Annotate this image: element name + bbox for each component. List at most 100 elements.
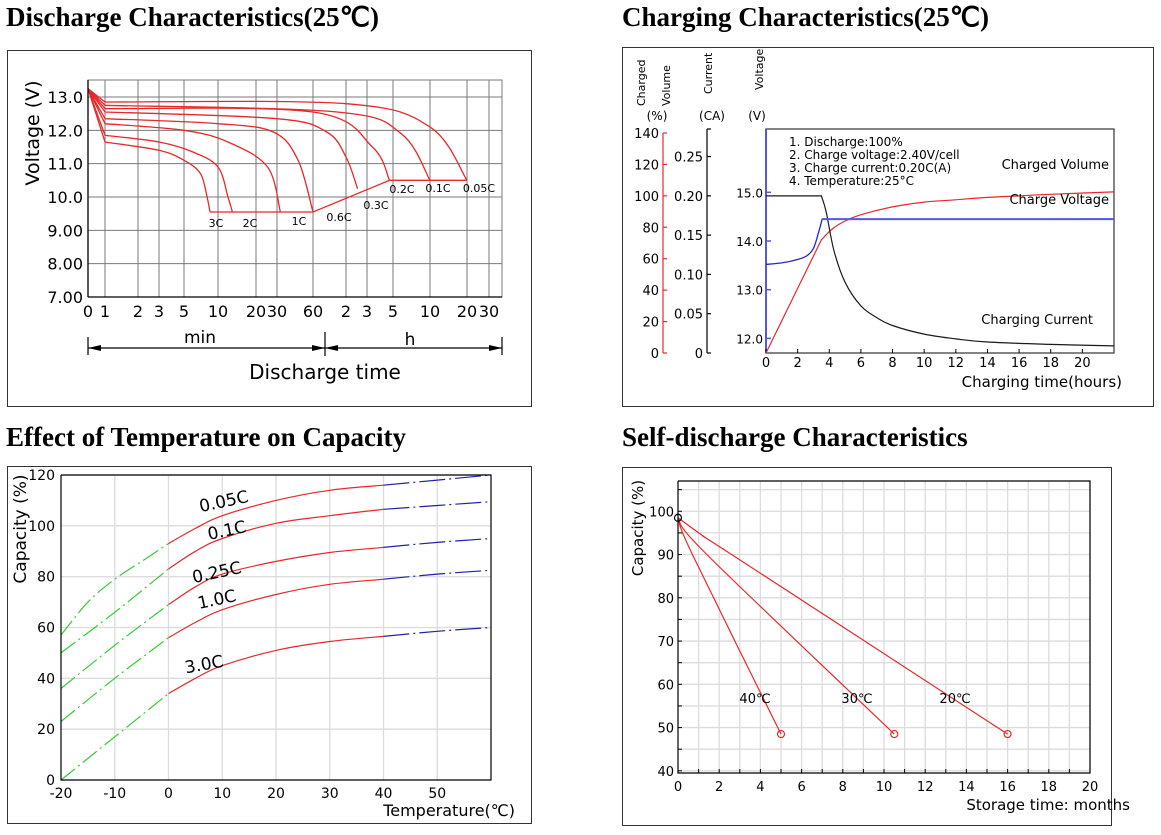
discharge-x-tick-label: 60	[303, 302, 323, 321]
temperature-x-tick-label: 20	[267, 786, 285, 802]
discharge-y-tick-label: 11.0	[47, 155, 83, 174]
discharge-y-tick-label: 12.0	[47, 121, 83, 140]
temperature-series-1-0c-mid	[168, 578, 384, 639]
discharge-x-tick-label: 0	[83, 302, 93, 321]
temperature-y-tick-label: 40	[37, 671, 55, 687]
self-discharge-grid	[678, 481, 1091, 773]
discharge-series-0-6c	[87, 88, 314, 213]
discharge-cutoff-line	[210, 179, 467, 213]
charging-series-charge-voltage	[765, 218, 1115, 266]
charging-x-tick-label: 18	[1042, 356, 1059, 371]
discharge-series-1c	[87, 88, 282, 213]
charging-x-tick-label: 14	[979, 356, 996, 371]
self-discharge-x-tick-label: 8	[839, 780, 847, 795]
self-discharge-series-40	[677, 517, 782, 735]
discharge-y-tick-label: 9.00	[47, 221, 83, 240]
temperature-x-tick-label: -20	[50, 786, 73, 802]
temperature-x-tick-label: 50	[428, 786, 446, 802]
charged-volume-tick-label: 120	[634, 158, 659, 173]
discharge-x-tick-label: 3	[362, 302, 372, 321]
self-discharge-x-tick-label: 6	[797, 780, 805, 795]
temperature-series-1-0c-high	[383, 569, 492, 580]
charging-chart-title: Charging Characteristics(25℃)	[622, 2, 990, 32]
discharge-series	[87, 88, 468, 213]
self-discharge-series-label: 40℃	[739, 692, 770, 707]
temperature-x-tick-label: 10	[213, 786, 231, 802]
charging-x-axis-label: Charging time(hours)	[962, 373, 1122, 391]
self-discharge-axes: 0 2 4 6 8 10 12 14 16 18 20 40 50 60 70 80 90 100 40℃ 30℃ 20…	[649, 480, 1098, 795]
discharge-x-tick-label: 30	[267, 302, 287, 321]
voltage-tick-label: 15.0	[736, 186, 763, 200]
temperature-chart-title: Effect of Temperature on Capacity	[6, 422, 406, 452]
self-discharge-x-tick-label: 0	[674, 780, 682, 795]
self-discharge-x-tick-label: 12	[917, 780, 934, 795]
discharge-min-range-arrow	[87, 332, 503, 356]
temperature-series-3-0c-low	[60, 693, 169, 781]
charging-x-tick-label: 10	[916, 356, 933, 371]
discharge-y-axis-label: Voltage (V)	[22, 80, 44, 185]
self-discharge-chart-frame	[622, 467, 1112, 826]
voltage-axis-title: Voltage	[753, 49, 766, 90]
charging-note-4: 4. Temperature:25°C	[789, 174, 914, 188]
voltage-tick-label: 12.0	[736, 332, 763, 346]
temperature-y-tick-label: 100	[28, 519, 55, 535]
discharge-x-tick-label: 20	[246, 302, 266, 321]
discharge-y-tick-label: 7.00	[47, 288, 83, 307]
self-discharge-y-tick-label: 60	[657, 678, 674, 693]
charging-series-charged-volume	[765, 191, 1115, 354]
temperature-plot-border	[60, 474, 492, 781]
temperature-series-0-05c-mid	[168, 484, 384, 545]
charged-volume-tick-label: 100	[634, 190, 659, 205]
self-discharge-y-tick-label: 90	[657, 549, 674, 564]
temperature-x-tick-label: 30	[321, 786, 339, 802]
self-discharge-y-tick-label: 50	[657, 722, 674, 737]
current-axis-title: Current	[702, 52, 715, 94]
discharge-y-tick-label: 10.0	[47, 188, 83, 207]
self-discharge-y-tick-label: 70	[657, 635, 674, 650]
self-discharge-end-marker	[776, 729, 786, 739]
discharge-series-label: 0.6C	[326, 211, 351, 224]
temperature-x-tick-label: -10	[103, 786, 126, 802]
discharge-x-tick-label: 2	[133, 302, 143, 321]
temperature-y-tick-label: 0	[46, 773, 55, 789]
charging-x-tick-label: 6	[857, 356, 865, 371]
charge-voltage-series-label: Charge Voltage	[1009, 193, 1109, 208]
temperature-x-axis-label: Temperature(℃)	[382, 801, 515, 820]
voltage-tick-label: 13.0	[736, 284, 763, 298]
self-discharge-x-tick-label: 4	[756, 780, 764, 795]
temperature-series-0-25c-high	[383, 537, 492, 548]
temperature-series-0-05c-low	[60, 543, 169, 636]
current-axis-unit: (CA)	[699, 109, 725, 123]
charged-volume-tick-label: 0	[651, 347, 659, 362]
discharge-x-tick-label: 20	[457, 302, 477, 321]
temperature-y-tick-label: 60	[37, 621, 55, 637]
self-discharge-y-tick-label: 80	[657, 592, 674, 607]
charging-note-1: 1. Discharge:100%	[789, 135, 903, 149]
charging-x-tick-label: 12	[948, 356, 965, 371]
current-tick-label: 0.25	[674, 151, 703, 166]
temperature-y-axis-label: Capacity (%)	[11, 474, 31, 583]
discharge-x-tick-label: 2	[341, 302, 351, 321]
temperature-y-tick-label: 80	[37, 570, 55, 586]
discharge-series-label: 0.3C	[363, 199, 388, 212]
charging-x-tick-label: 0	[762, 356, 770, 371]
temperature-series-0-25c-low	[60, 604, 169, 689]
discharge-x-axis-label: Discharge time	[249, 360, 401, 384]
current-tick-label: 0.15	[674, 229, 703, 244]
charging-note-3: 3. Charge current:0.20C(A)	[789, 161, 951, 175]
self-discharge-series-label: 30℃	[841, 692, 872, 707]
self-discharge-series-20	[677, 517, 1008, 735]
discharge-x-tick-label: 10	[208, 302, 228, 321]
charging-x-tick-label: 2	[793, 356, 801, 371]
self-discharge-end-marker	[1003, 729, 1012, 739]
discharge-x-tick-label: 1	[100, 302, 110, 321]
charged-volume-series-label: Charged Volume	[1002, 158, 1109, 173]
discharge-min-label: min	[184, 328, 216, 348]
temperature-series-1-0c-low	[60, 637, 169, 722]
discharge-series-0-05c	[87, 88, 468, 181]
charging-x-tick-label: 4	[825, 356, 833, 371]
